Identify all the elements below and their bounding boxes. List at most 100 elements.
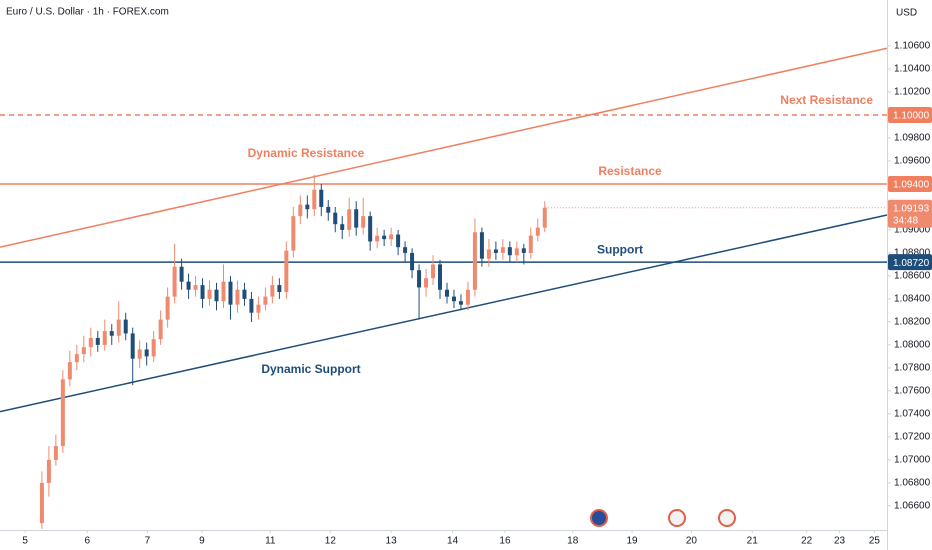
x-tick-label: 18 <box>567 536 579 547</box>
price-tag-label: 1.09400 <box>893 180 930 191</box>
y-tick-label: 1.09600 <box>894 156 931 167</box>
candle-body <box>431 264 436 279</box>
y-tick-label: 1.08800 <box>894 248 931 259</box>
countdown-label: 34:48 <box>893 215 918 226</box>
candle-body <box>354 209 359 228</box>
candle-body <box>291 216 296 251</box>
price-tag-label: 1.08720 <box>893 258 930 269</box>
price-tag <box>888 106 932 123</box>
candle-body <box>368 216 373 242</box>
candle-body <box>326 206 331 213</box>
candle-body <box>396 234 401 248</box>
event-icon[interactable] <box>718 509 736 527</box>
level-label: Resistance <box>598 164 662 178</box>
candle-body <box>507 247 512 256</box>
candle-body <box>298 204 303 217</box>
candle-body <box>438 264 443 290</box>
candle-body <box>305 204 310 210</box>
x-tick-label: 5 <box>22 536 28 547</box>
x-tick-label: 16 <box>499 536 511 547</box>
candle-body <box>389 234 394 240</box>
last-price-label: 1.09193 <box>893 203 930 214</box>
candle-body <box>500 247 505 253</box>
candle-body <box>277 285 282 293</box>
candle-body <box>102 331 107 345</box>
y-tick-label: 1.07400 <box>894 409 931 420</box>
candle-body <box>186 281 191 290</box>
candle-body <box>417 270 422 288</box>
x-tick-label: 14 <box>447 536 459 547</box>
y-tick-label: 1.06600 <box>894 500 931 511</box>
y-tick-label: 1.08400 <box>894 294 931 305</box>
event-icons <box>590 509 736 527</box>
candle-body <box>521 248 526 253</box>
candle-body <box>451 296 456 302</box>
candle-body <box>228 281 233 305</box>
candle-body <box>165 296 170 320</box>
candle-body <box>458 301 463 305</box>
y-tick-label: 1.08600 <box>894 271 931 282</box>
x-tick-label: 12 <box>325 536 337 547</box>
candle-body <box>333 212 338 225</box>
candle-body <box>39 482 44 524</box>
y-tick-label: 1.06800 <box>894 478 931 489</box>
candle-body <box>479 232 484 259</box>
trend-line <box>0 47 888 248</box>
candle-body <box>193 285 198 290</box>
candle-body <box>200 285 205 299</box>
trend-label: Dynamic Resistance <box>248 146 365 160</box>
candle-body <box>486 249 491 259</box>
x-tick-label: 22 <box>801 536 813 547</box>
candle-body <box>403 247 408 253</box>
x-tick-label: 21 <box>747 536 759 547</box>
candle-body <box>465 289 470 305</box>
candle-body <box>263 296 268 305</box>
candle-body <box>361 216 366 228</box>
candle-body <box>319 189 324 207</box>
event-icon[interactable] <box>590 509 608 527</box>
event-icon[interactable] <box>668 509 686 527</box>
x-tick-label: 9 <box>199 536 205 547</box>
symbol-title: Euro / U.S. Dollar · 1h · FOREX.com <box>6 7 169 18</box>
last-price-tag <box>888 199 932 228</box>
y-tick-label: 1.10600 <box>894 41 931 52</box>
candle-body <box>312 189 317 210</box>
candle-body <box>444 289 449 297</box>
x-tick-label: 25 <box>869 536 881 547</box>
price-tag <box>888 254 932 271</box>
candle-body <box>256 304 261 313</box>
candle-body <box>95 338 100 345</box>
candle-body <box>179 266 184 282</box>
candle-body <box>109 331 114 336</box>
x-tick-label: 20 <box>686 536 698 547</box>
candle-body <box>137 349 142 359</box>
y-tick-label: 1.09000 <box>894 225 931 236</box>
candle-body <box>81 347 86 355</box>
candle-body <box>242 289 247 299</box>
x-tick-label: 11 <box>265 536 276 547</box>
y-tick-label: 1.07600 <box>894 386 931 397</box>
level-label: Next Resistance <box>780 93 873 107</box>
y-tick-label: 1.08200 <box>894 317 931 328</box>
candle-body <box>375 235 380 242</box>
x-tick-label: 23 <box>834 536 846 547</box>
candle-body <box>382 235 387 240</box>
candle-body <box>214 289 219 302</box>
y-tick-label: 1.07200 <box>894 432 931 443</box>
y-tick-label: 1.10400 <box>894 64 931 75</box>
candle-body <box>493 249 498 253</box>
candle-body <box>542 207 547 228</box>
x-tick-label: 13 <box>386 536 398 547</box>
candle-body <box>46 459 51 483</box>
y-tick-label: 1.09800 <box>894 133 931 144</box>
candle-body <box>67 362 72 380</box>
candle-body <box>53 446 58 460</box>
candle-body <box>249 298 254 313</box>
currency-label: USD <box>896 8 917 19</box>
candle-body <box>221 281 226 302</box>
candle-body <box>535 227 540 236</box>
candle-body <box>347 209 352 230</box>
candle-body <box>130 333 135 359</box>
candle-body <box>424 278 429 288</box>
candle-body <box>60 379 65 447</box>
